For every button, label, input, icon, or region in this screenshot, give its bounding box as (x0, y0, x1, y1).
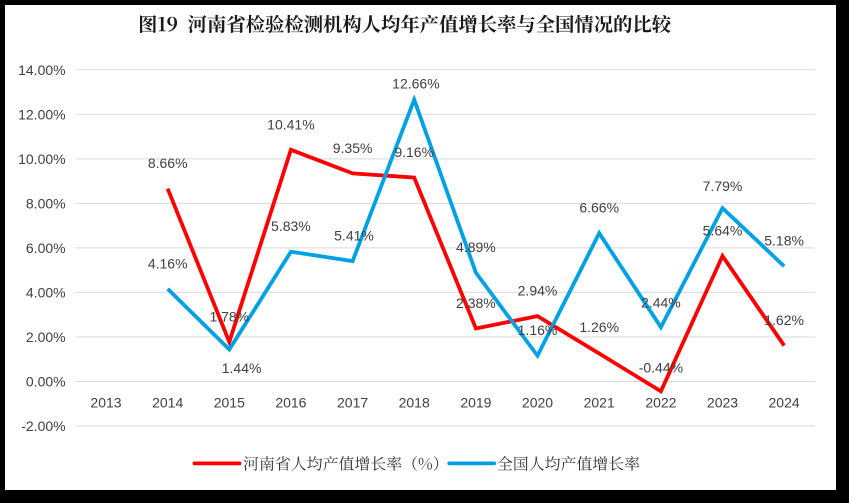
svg-text:12.00%: 12.00% (18, 106, 65, 122)
svg-text:6.66%: 6.66% (579, 200, 619, 216)
svg-text:2022: 2022 (645, 395, 676, 411)
svg-text:2.94%: 2.94% (518, 283, 558, 299)
svg-text:5.18%: 5.18% (764, 233, 804, 249)
svg-text:2016: 2016 (275, 395, 306, 411)
svg-text:4.89%: 4.89% (456, 239, 496, 255)
svg-text:2.00%: 2.00% (26, 329, 66, 345)
svg-text:9.35%: 9.35% (333, 140, 373, 156)
svg-text:7.79%: 7.79% (703, 178, 743, 194)
svg-text:10.00%: 10.00% (18, 151, 65, 167)
svg-text:10.41%: 10.41% (267, 116, 314, 132)
svg-text:2021: 2021 (584, 395, 615, 411)
svg-text:5.41%: 5.41% (334, 228, 374, 244)
svg-text:2023: 2023 (707, 395, 738, 411)
svg-text:1.78%: 1.78% (209, 308, 249, 324)
svg-text:2019: 2019 (460, 395, 491, 411)
svg-text:1.26%: 1.26% (579, 319, 619, 335)
svg-text:2.38%: 2.38% (456, 295, 496, 311)
svg-text:8.66%: 8.66% (148, 155, 188, 171)
svg-text:9.16%: 9.16% (394, 144, 434, 160)
svg-text:2020: 2020 (522, 395, 553, 411)
svg-text:2018: 2018 (399, 395, 430, 411)
svg-text:2015: 2015 (214, 395, 245, 411)
svg-text:14.00%: 14.00% (18, 62, 65, 78)
svg-text:4.16%: 4.16% (148, 255, 188, 271)
svg-text:2024: 2024 (769, 395, 800, 411)
svg-text:2017: 2017 (337, 395, 368, 411)
svg-text:8.00%: 8.00% (26, 196, 66, 212)
svg-text:5.64%: 5.64% (703, 223, 743, 239)
svg-text:1.44%: 1.44% (222, 360, 262, 376)
svg-text:-2.00%: -2.00% (21, 418, 65, 434)
svg-text:-0.44%: -0.44% (639, 359, 683, 375)
svg-text:1.16%: 1.16% (518, 322, 558, 338)
svg-text:2013: 2013 (90, 395, 121, 411)
svg-text:2.44%: 2.44% (641, 294, 681, 310)
svg-text:6.00%: 6.00% (26, 240, 66, 256)
svg-text:4.00%: 4.00% (26, 285, 66, 301)
svg-text:0.00%: 0.00% (26, 374, 66, 390)
svg-text:1.62%: 1.62% (764, 312, 804, 328)
svg-text:12.66%: 12.66% (392, 75, 439, 91)
svg-text:5.83%: 5.83% (271, 218, 311, 234)
svg-text:2014: 2014 (152, 395, 183, 411)
